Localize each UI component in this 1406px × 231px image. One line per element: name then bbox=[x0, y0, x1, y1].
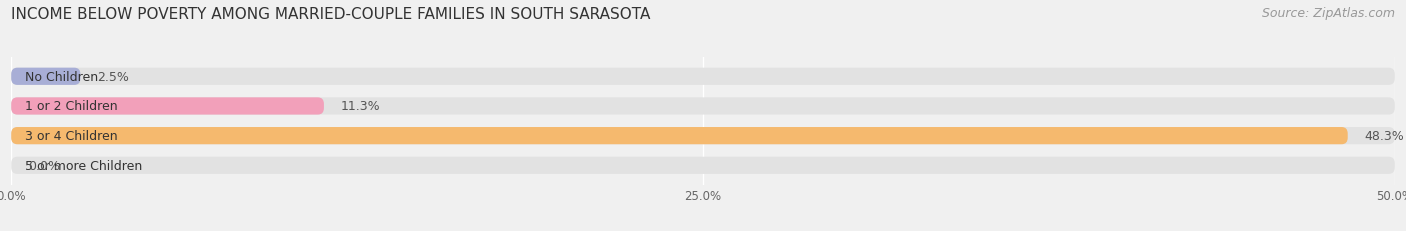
FancyBboxPatch shape bbox=[11, 98, 323, 115]
Text: 3 or 4 Children: 3 or 4 Children bbox=[25, 130, 118, 143]
FancyBboxPatch shape bbox=[11, 128, 1348, 145]
FancyBboxPatch shape bbox=[11, 68, 1395, 85]
Text: No Children: No Children bbox=[25, 70, 98, 83]
FancyBboxPatch shape bbox=[11, 128, 1395, 145]
Text: 48.3%: 48.3% bbox=[1364, 130, 1405, 143]
Text: Source: ZipAtlas.com: Source: ZipAtlas.com bbox=[1261, 7, 1395, 20]
FancyBboxPatch shape bbox=[11, 98, 1395, 115]
Text: INCOME BELOW POVERTY AMONG MARRIED-COUPLE FAMILIES IN SOUTH SARASOTA: INCOME BELOW POVERTY AMONG MARRIED-COUPL… bbox=[11, 7, 651, 22]
FancyBboxPatch shape bbox=[11, 157, 1395, 174]
Text: 2.5%: 2.5% bbox=[97, 70, 129, 83]
Text: 5 or more Children: 5 or more Children bbox=[25, 159, 142, 172]
Text: 11.3%: 11.3% bbox=[340, 100, 380, 113]
Text: 1 or 2 Children: 1 or 2 Children bbox=[25, 100, 118, 113]
FancyBboxPatch shape bbox=[11, 68, 80, 85]
Text: 0.0%: 0.0% bbox=[28, 159, 60, 172]
